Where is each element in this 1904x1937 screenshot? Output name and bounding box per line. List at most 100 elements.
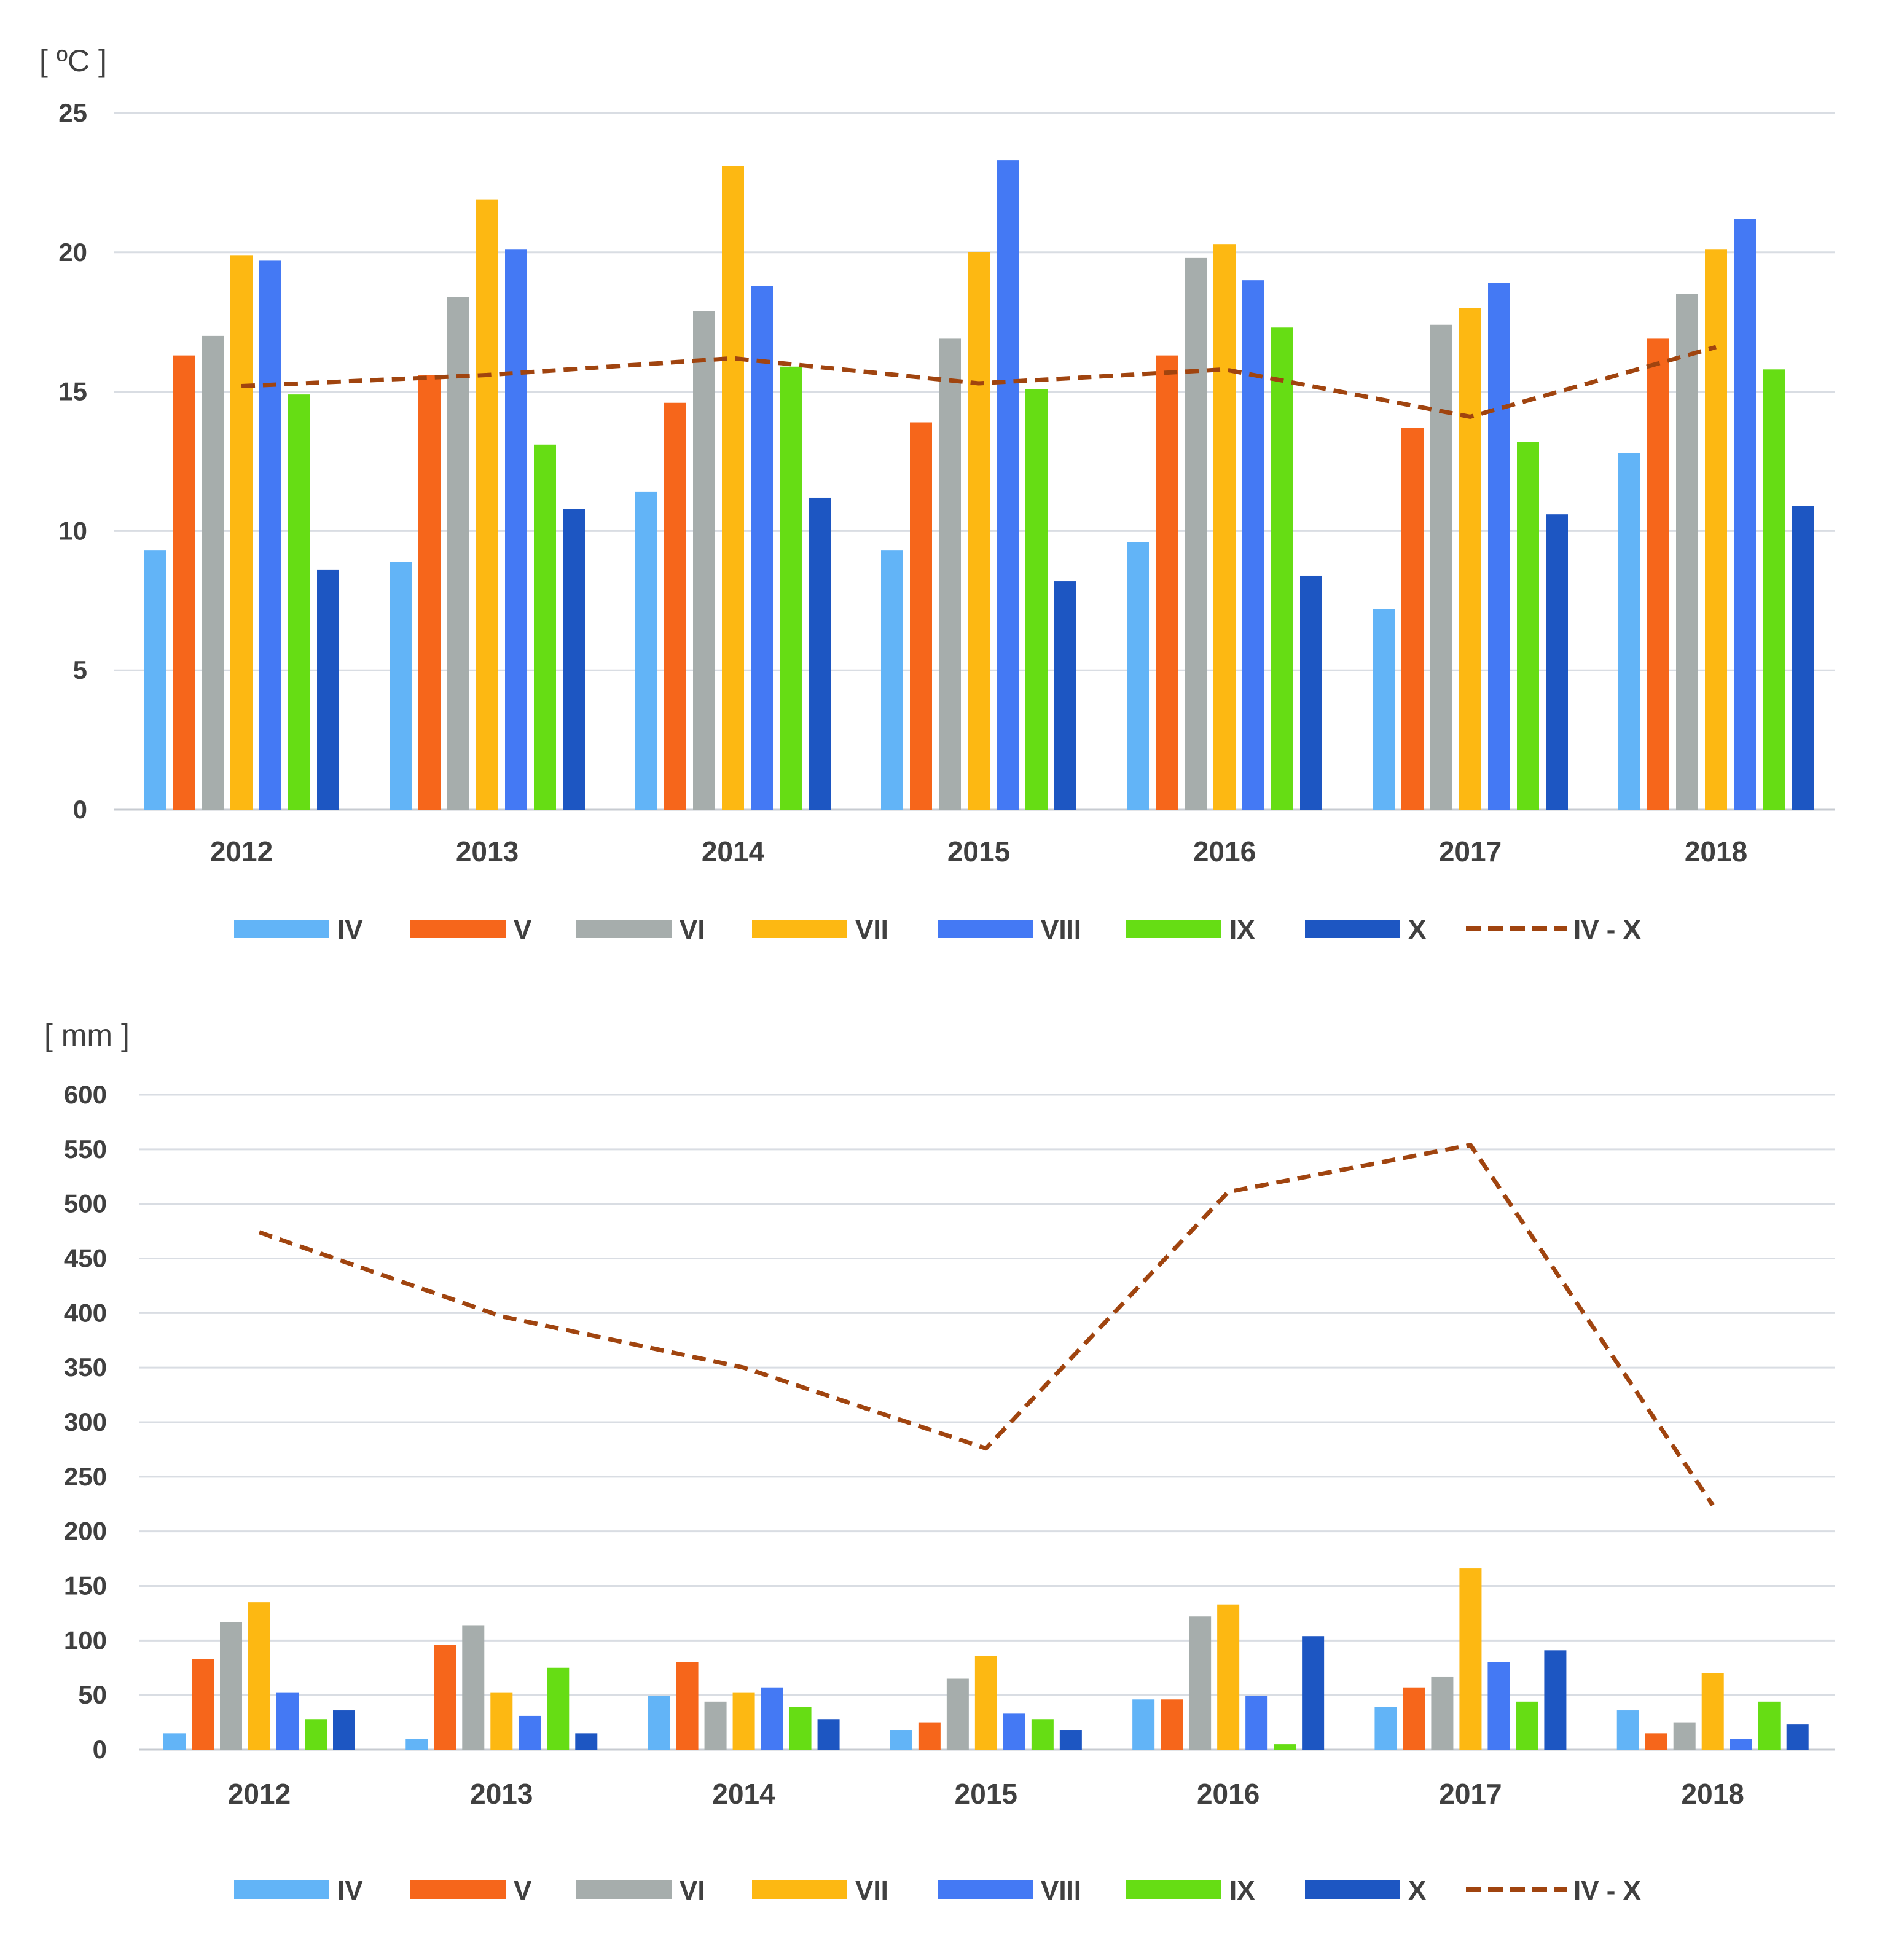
legend-item-iv: IV (234, 915, 363, 945)
legend-swatch (938, 920, 1033, 938)
legend-label: X (1408, 1876, 1426, 1906)
legend-label: VI (680, 1876, 705, 1906)
legend-item-iv-x: IV - X (1466, 915, 1641, 945)
legend-swatch (752, 1880, 847, 1899)
bar-iv-2013 (390, 562, 412, 810)
legend-swatch (234, 920, 329, 938)
y-tick-label: 300 (64, 1407, 107, 1436)
bar-x-2018 (1792, 506, 1814, 810)
legend-item-x: X (1305, 1876, 1426, 1906)
legend-item-viii: VIII (938, 1876, 1081, 1906)
legend-item-viii: VIII (938, 915, 1081, 945)
x-category-label: 2016 (1193, 835, 1256, 867)
x-category-label: 2017 (1439, 1778, 1502, 1810)
bar-v-2015 (918, 1722, 941, 1750)
bar-iv-2015 (881, 550, 903, 810)
legend-swatch (1126, 1880, 1221, 1899)
bar-vi-2017 (1431, 1676, 1454, 1750)
bar-x-2016 (1300, 575, 1322, 810)
y-tick-label: 450 (64, 1244, 107, 1273)
legend-label: IV (337, 1876, 363, 1906)
precipitation-chart: [ mm ] 0 50 100 150 200 250 300 350 400 450 500 550 6… (44, 1018, 1835, 1906)
bar-v-2017 (1401, 428, 1424, 810)
y-tick-label: 20 (58, 238, 87, 267)
legend: IV V VI VII VIII IX X IV - X (234, 1876, 1641, 1906)
legend-item-x: X (1305, 915, 1426, 945)
bar-vi-2018 (1676, 294, 1698, 810)
bar-viii-2016 (1245, 1696, 1268, 1750)
y-tick-label: 50 (78, 1680, 107, 1709)
y-tick-label: 400 (64, 1298, 107, 1327)
bar-x-2017 (1546, 514, 1568, 810)
y-tick-label: 250 (64, 1462, 107, 1491)
y-tick-label: 15 (58, 377, 87, 406)
bar-vi-2016 (1185, 257, 1207, 810)
y-tick-label: 0 (93, 1735, 107, 1764)
bar-ix-2013 (547, 1667, 570, 1750)
legend-label: IV - X (1573, 915, 1641, 945)
bar-iv-2016 (1127, 542, 1149, 810)
bar-vii-2017 (1459, 1568, 1482, 1750)
bar-iv-2012 (163, 1733, 186, 1750)
x-category-label: 2015 (947, 835, 1010, 867)
bar-viii-2013 (519, 1715, 541, 1750)
bar-x-2012 (333, 1710, 355, 1750)
bar-v-2012 (173, 355, 195, 810)
bar-iv-2014 (635, 491, 657, 810)
legend-label: X (1408, 915, 1426, 945)
bar-v-2016 (1161, 1699, 1183, 1750)
bar-vi-2017 (1430, 324, 1452, 810)
legend-item-iv: IV (234, 1876, 363, 1906)
bar-ix-2017 (1516, 1701, 1538, 1750)
bar-vi-2013 (447, 297, 469, 810)
bar-v-2015 (910, 422, 932, 810)
bar-vi-2014 (704, 1701, 727, 1750)
bar-vi-2016 (1189, 1616, 1212, 1750)
y-tick-label: 500 (64, 1189, 107, 1218)
bar-ix-2013 (534, 444, 556, 810)
line-iv-x-series (258, 1143, 1715, 1506)
bar-ix-2017 (1517, 442, 1539, 810)
legend-swatch (234, 1880, 329, 1899)
legend-label: IX (1229, 1876, 1255, 1906)
bar-iv-2015 (890, 1730, 912, 1750)
y-tick-label: 600 (64, 1080, 107, 1109)
y-tick-label: 5 (73, 655, 87, 684)
bar-vii-2017 (1459, 308, 1481, 810)
unit-label: [ mm ] (44, 1018, 130, 1052)
legend-swatch (938, 1880, 1033, 1899)
bar-vii-2013 (490, 1692, 513, 1750)
bar-iv-2016 (1132, 1699, 1155, 1750)
bar-ix-2015 (1031, 1719, 1054, 1750)
legend-label: V (514, 915, 532, 945)
bar-vii-2012 (230, 255, 253, 810)
bar-iv-2014 (648, 1696, 670, 1750)
bar-vi-2018 (1673, 1722, 1696, 1750)
bar-viii-2016 (1242, 280, 1264, 810)
bar-viii-2015 (997, 160, 1019, 810)
y-tick-label: 200 (64, 1517, 107, 1546)
legend-label: VII (855, 915, 888, 945)
bar-iv-2013 (405, 1739, 428, 1750)
bar-ix-2015 (1025, 389, 1048, 810)
bar-viii-2015 (1003, 1713, 1025, 1750)
bar-v-2018 (1647, 338, 1669, 810)
bar-v-2013 (418, 375, 441, 810)
bar-vi-2014 (693, 311, 715, 810)
bar-viii-2013 (505, 249, 527, 810)
bar-vii-2013 (476, 199, 498, 810)
legend-swatch (1305, 920, 1400, 938)
bar-vi-2015 (946, 1678, 969, 1750)
y-tick-label: 0 (73, 795, 87, 824)
legend-item-vi: VI (576, 915, 705, 945)
x-category-label: 2016 (1197, 1778, 1260, 1810)
bar-vi-2015 (939, 338, 961, 810)
bar-viii-2012 (259, 260, 281, 810)
bar-vii-2014 (732, 1692, 755, 1750)
legend: IV V VI VII VIII IX X IV - X (234, 915, 1641, 945)
bar-vii-2016 (1213, 244, 1236, 810)
legend-swatch (1126, 920, 1221, 938)
legend-item-iv-x: IV - X (1466, 1876, 1641, 1906)
bar-vii-2015 (968, 252, 990, 810)
